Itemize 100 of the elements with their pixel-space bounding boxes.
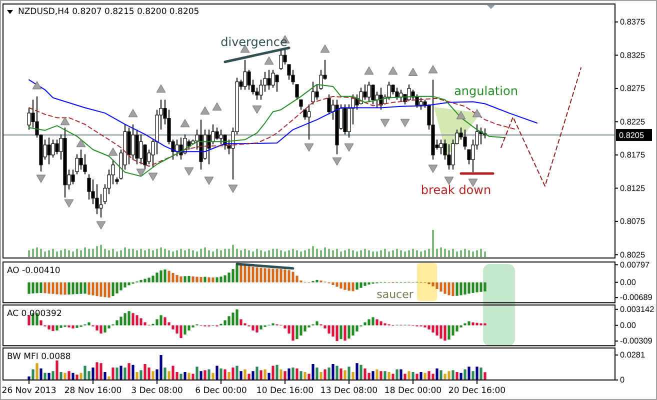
bar [432,282,434,286]
bar [60,325,62,328]
bar [116,282,118,294]
candlestick [79,149,83,170]
bar [472,322,474,326]
bar [252,266,254,282]
bar [288,368,290,380]
bar [412,372,414,380]
point [60,116,70,126]
bar [96,362,98,380]
candlestick [419,97,423,110]
bar [336,282,338,287]
bar [40,368,42,380]
point [428,164,438,173]
bar [256,267,258,282]
bar [344,282,346,290]
bar [64,282,66,295]
text: AO -0.00410 [7,266,60,276]
bar [448,282,450,296]
bar [444,374,446,380]
bar [464,369,466,380]
bar [68,282,70,295]
bar [476,282,478,292]
bar [352,282,354,292]
point [200,106,210,115]
bar [480,282,482,292]
bar [452,282,454,296]
bar [476,322,478,326]
bar [44,372,46,380]
bar [292,325,294,341]
bar [456,325,458,332]
x-tick-label: 18 Dec 00:00 [384,386,442,396]
bar [240,319,242,326]
candlestick [275,74,279,92]
point [456,111,466,120]
bar [120,316,122,326]
bar [344,325,346,341]
bar [132,313,134,326]
bar [316,280,318,282]
bar [224,369,226,380]
point [388,66,398,75]
bar [388,372,390,380]
bar [468,282,470,294]
x-tick-label: 26 Nov 2013 [2,386,56,396]
bar [436,282,438,289]
bar [240,371,242,380]
bar [200,277,202,282]
bar [380,371,382,380]
bar [36,282,38,294]
bar [204,276,206,282]
bar [408,371,410,380]
point [472,109,482,118]
candlestick [187,139,191,150]
bar [380,321,382,326]
bar [52,371,54,380]
y-tick-label: 0.8225 [620,117,646,126]
bar [192,276,194,282]
candlestick [87,174,91,200]
bar [236,264,238,282]
bar [352,372,354,380]
bar [176,275,178,282]
bar [248,374,250,380]
point [148,172,158,181]
bar [100,363,102,380]
bar [124,368,126,380]
x-tick-label: 3 Dec 08:00 [131,386,183,396]
candlestick [343,104,347,135]
bar [372,317,374,326]
bar [384,371,386,380]
bar [56,282,58,294]
bar [332,282,334,286]
point [228,184,238,193]
bar [440,325,442,339]
bar [168,371,170,380]
bar [148,368,150,380]
ref-line-label: 0.8205 [619,130,644,140]
bar [332,325,334,337]
bar [348,282,350,291]
bar [136,315,138,326]
candlestick [271,69,275,88]
y-tick-label: 0.8275 [620,84,646,94]
bar [316,368,318,380]
bar [420,372,422,380]
bar [144,278,146,282]
bar [96,282,98,296]
bar [256,366,258,380]
bar [56,325,58,330]
bar [88,322,90,326]
bar [92,368,94,380]
point [128,109,138,118]
point [332,157,342,166]
bar [220,368,222,380]
bar [48,325,50,330]
candlestick [407,84,411,100]
bar [120,282,122,290]
annotation: saucer [376,288,414,301]
annotation: angulation [454,84,518,98]
bar [28,282,30,294]
bar [240,265,242,282]
bar [184,372,186,380]
